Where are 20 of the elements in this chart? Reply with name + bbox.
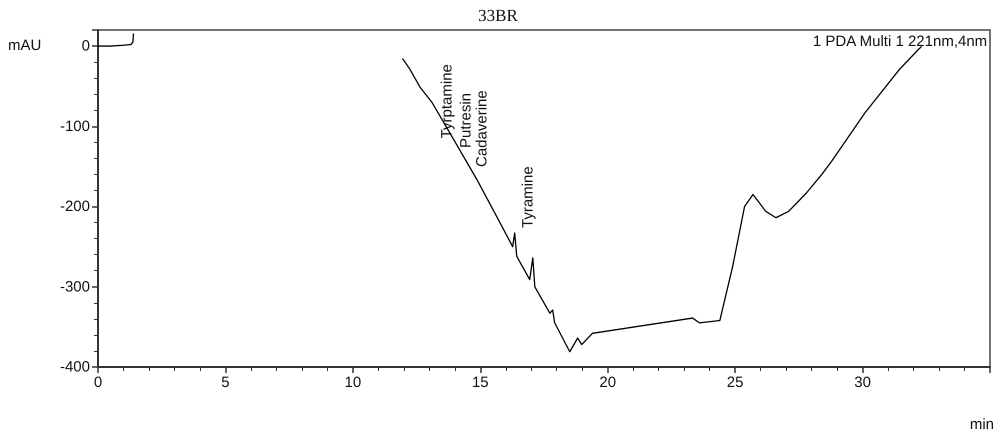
annotation: Tyrptamine [438, 64, 456, 138]
x-tick-label: 10 [344, 374, 362, 391]
x-axis-title: min [970, 416, 994, 433]
y-tick-label: -200 [60, 198, 90, 216]
x-tick-label: 25 [726, 374, 744, 391]
y-tick-label: -300 [60, 278, 90, 296]
chart-title: 33BR [478, 6, 518, 25]
annotation: 1 PDA Multi 1 221nm,4nm [812, 33, 988, 50]
y-tick-label: 0 [82, 38, 90, 55]
x-tick-label: 5 [221, 374, 230, 391]
annotation: Putresin [458, 92, 474, 148]
x-tick-label: 0 [94, 374, 102, 391]
y-tick-label: -400 [60, 358, 90, 376]
annotation: Tyramine [520, 166, 536, 228]
x-tick-label: 15 [472, 374, 489, 391]
x-tick-label: 30 [854, 374, 871, 391]
x-tick-label: 20 [599, 374, 616, 391]
annotation: Cadaverine [474, 90, 490, 167]
y-tick-label: -100 [60, 118, 90, 135]
y-axis-title: mAU [8, 37, 42, 54]
